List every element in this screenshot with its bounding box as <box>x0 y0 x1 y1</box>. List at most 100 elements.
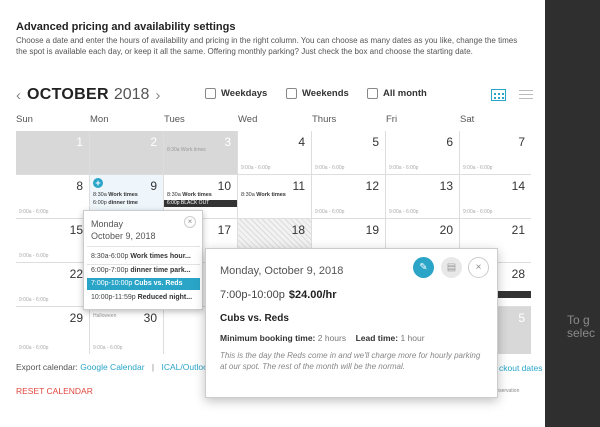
event-detail-popover: Monday, October 9, 2018 ✎ ▤ × 7:00p-10:0… <box>205 248 498 398</box>
day-hours: 9:00a - 6:00p <box>315 165 345 171</box>
day-hours: 9:00a - 6:00p <box>93 345 123 351</box>
page-title: Advanced pricing and availability settin… <box>16 21 236 33</box>
list-view-icon[interactable] <box>519 89 533 101</box>
day-hours: 9:00a - 6:00p <box>463 209 493 215</box>
all-month-label: All month <box>383 88 427 99</box>
event-work-times[interactable]: 8:30a Work times <box>93 192 138 198</box>
ical-link[interactable]: ICAL/Outlook <box>161 362 213 372</box>
reset-calendar-button[interactable]: RESET CALENDAR <box>16 386 93 396</box>
calendar-day[interactable]: 12 9:00a - 6:00p <box>312 175 385 218</box>
day-number: 19 <box>365 223 379 237</box>
calendar-day[interactable]: 29 9:00a - 6:00p <box>16 307 89 354</box>
google-calendar-link[interactable]: Google Calendar <box>80 362 145 372</box>
close-icon[interactable]: × <box>184 216 196 228</box>
event-work-times[interactable]: 8:30a Work times <box>241 192 286 198</box>
calendar-day[interactable]: 6 9:00a - 6:00p <box>386 131 459 174</box>
day-hours: 9:00a - 6:00p <box>315 209 345 215</box>
event-row[interactable]: 8:30a-6:00p Work times hour... <box>91 253 191 260</box>
day-hours: 9:00a - 6:00p <box>241 165 271 171</box>
calendar-day: 2 <box>90 131 163 174</box>
day-number: 18 <box>291 223 305 237</box>
day-number: 11 <box>292 179 305 193</box>
calendar-day[interactable]: 8 9:00a - 6:00p <box>16 175 89 218</box>
day-number: 5 <box>518 311 525 325</box>
day-number: 7 <box>518 135 525 149</box>
day-number: 21 <box>511 223 525 237</box>
detail-time: 7:00p-10:00p $24.00/hr <box>220 289 337 301</box>
calendar-day: 1 <box>16 131 89 174</box>
year-label: 2018 <box>113 86 150 103</box>
day-number: 22 <box>69 267 83 281</box>
event-row[interactable]: 6:00p-7:00p dinner time park... <box>91 267 191 274</box>
settings-panel: Advanced pricing and availability settin… <box>16 21 543 398</box>
blackout-bar[interactable]: 6:00p BLACK OUT <box>164 200 237 207</box>
day-number: 4 <box>298 135 305 149</box>
day-number: 13 <box>439 179 453 193</box>
calendar-day[interactable]: 30 Halloween 9:00a - 6:00p <box>90 307 163 354</box>
day-number: 9 <box>150 179 157 193</box>
detail-booking-meta: Minimum booking time: 2 hours Lead time:… <box>220 333 425 343</box>
calendar-day[interactable]: 5 9:00a - 6:00p <box>312 131 385 174</box>
day-number: 2 <box>150 135 157 149</box>
popover-day: Monday <box>91 219 124 229</box>
calendar-day[interactable]: 14 9:00a - 6:00p <box>460 175 531 218</box>
day-events-popover: Monday October 9, 2018 × 8:30a-6:00p Wor… <box>83 210 203 310</box>
day-number: 3 <box>224 135 231 149</box>
detail-price: $24.00/hr <box>288 289 337 301</box>
checkbox-icon[interactable] <box>205 88 216 99</box>
weekday-header: Sun <box>16 114 33 125</box>
calendar-day[interactable]: 7 9:00a - 6:00p <box>460 131 531 174</box>
separator: | <box>151 362 155 372</box>
day-number: 10 <box>217 179 231 193</box>
trash-icon[interactable]: ▤ <box>441 257 462 278</box>
weekends-checkbox[interactable]: Weekends <box>286 88 349 99</box>
day-number: 14 <box>511 179 525 193</box>
detail-date: Monday, October 9, 2018 <box>220 265 344 277</box>
day-hours: 9:00a - 6:00p <box>389 209 419 215</box>
event-row-selected[interactable]: 7:00p-10:00p Cubs vs. Reds <box>87 278 200 290</box>
weekdays-checkbox[interactable]: Weekdays <box>205 88 267 99</box>
blackout-dates-link[interactable]: ckout dates <box>499 363 543 373</box>
calendar-view-icon[interactable] <box>491 89 506 101</box>
day-number: 12 <box>365 179 379 193</box>
calendar-day[interactable]: 15 9:00a - 6:00p <box>16 219 89 262</box>
event-work-times[interactable]: 8:30a Work times <box>167 192 212 198</box>
event-row[interactable]: 10:00p-11:59p Reduced night... <box>91 294 193 301</box>
page-description: Choose a date and enter the hours of ava… <box>16 36 518 56</box>
chevron-left-icon[interactable]: ‹ <box>16 86 21 104</box>
month-label: OCTOBER <box>27 86 109 103</box>
close-icon[interactable]: × <box>468 257 489 278</box>
right-sidebar: To g selec <box>545 0 600 427</box>
day-number: 8 <box>76 179 83 193</box>
day-number: 20 <box>439 223 453 237</box>
day-hours: 9:00a - 6:00p <box>19 253 49 259</box>
weekday-header: Tues <box>164 114 185 125</box>
day-number: 15 <box>69 223 83 237</box>
export-label: Export calendar: <box>16 362 78 372</box>
detail-notes: This is the day the Reds come in and we'… <box>220 351 481 371</box>
event-dinner-time[interactable]: 6:00p dinner time <box>93 200 138 206</box>
calendar-day: 3 8:30a Work times <box>164 131 237 174</box>
day-hours: 9:00a - 6:00p <box>19 297 49 303</box>
day-number: 17 <box>217 223 231 237</box>
day-hours: 9:00a - 6:00p <box>463 165 493 171</box>
calendar-day[interactable]: 11 8:30a Work times <box>238 175 311 218</box>
day-number: 6 <box>446 135 453 149</box>
all-month-checkbox[interactable]: All month <box>367 88 427 99</box>
event-halloween[interactable]: Halloween <box>93 313 117 319</box>
chevron-right-icon[interactable]: › <box>155 86 161 104</box>
calendar-day[interactable]: 13 9:00a - 6:00p <box>386 175 459 218</box>
calendar-day[interactable]: 4 9:00a - 6:00p <box>238 131 311 174</box>
add-icon[interactable]: + <box>93 178 103 188</box>
sidebar-hint: To g selec <box>567 313 596 340</box>
day-number: 28 <box>511 267 525 281</box>
weekdays-label: Weekdays <box>221 88 268 99</box>
day-hours: 9:00a - 6:00p <box>19 345 49 351</box>
calendar-day[interactable]: 22 9:00a - 6:00p <box>16 263 89 306</box>
weekday-header: Sat <box>460 114 475 125</box>
checkbox-icon[interactable] <box>367 88 378 99</box>
checkbox-icon[interactable] <box>286 88 297 99</box>
reservation-note: des a reservation <box>481 388 520 394</box>
weekday-header: Mon <box>90 114 109 125</box>
edit-icon[interactable]: ✎ <box>413 257 434 278</box>
